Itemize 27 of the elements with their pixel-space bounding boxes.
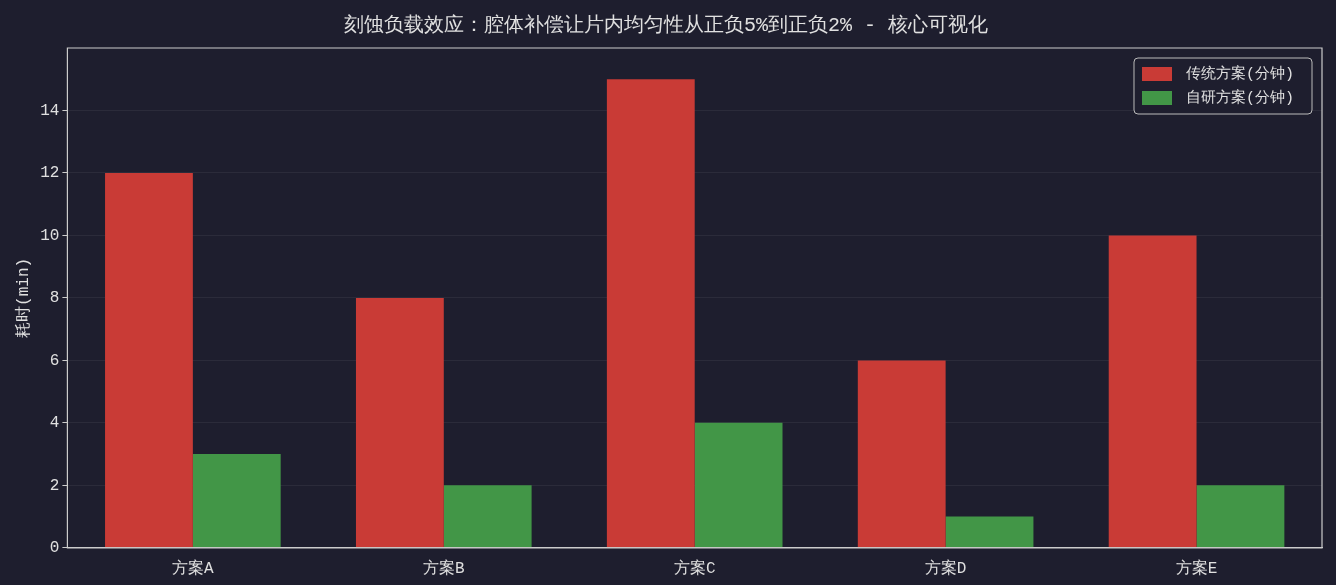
y-tick-label: 6 bbox=[49, 351, 60, 370]
y-tick-label: 4 bbox=[49, 414, 60, 433]
x-tick-label: 方案A bbox=[172, 558, 215, 578]
x-tick-label: 方案C bbox=[673, 558, 716, 578]
y-tick-label: 8 bbox=[49, 289, 60, 308]
bar bbox=[105, 172, 193, 548]
x-tick-label: 方案B bbox=[422, 558, 465, 578]
bar bbox=[694, 422, 783, 548]
bar bbox=[1108, 235, 1197, 548]
bar bbox=[192, 454, 281, 548]
y-tick-label: 12 bbox=[40, 164, 60, 183]
y-axis-title: 耗时(min) bbox=[13, 257, 33, 338]
legend-label: 自研方案(分钟) bbox=[1186, 88, 1295, 107]
legend-label: 传统方案(分钟) bbox=[1186, 64, 1295, 83]
bar bbox=[945, 516, 1034, 548]
y-tick-label: 14 bbox=[40, 101, 60, 120]
bar bbox=[443, 485, 532, 548]
x-tick-label: 方案D bbox=[924, 558, 967, 578]
x-tick-label: 方案E bbox=[1175, 558, 1218, 578]
y-tick-label: 0 bbox=[49, 539, 60, 558]
bar bbox=[355, 297, 444, 548]
y-tick-label: 10 bbox=[40, 226, 60, 245]
y-tick-label: 2 bbox=[49, 476, 60, 495]
bar bbox=[1196, 485, 1285, 548]
bar bbox=[857, 360, 946, 548]
chart-title: 刻蚀负载效应：腔体补偿让片内均匀性从正负5%到正负2% - 核心可视化 bbox=[343, 14, 989, 38]
bar bbox=[606, 79, 695, 548]
